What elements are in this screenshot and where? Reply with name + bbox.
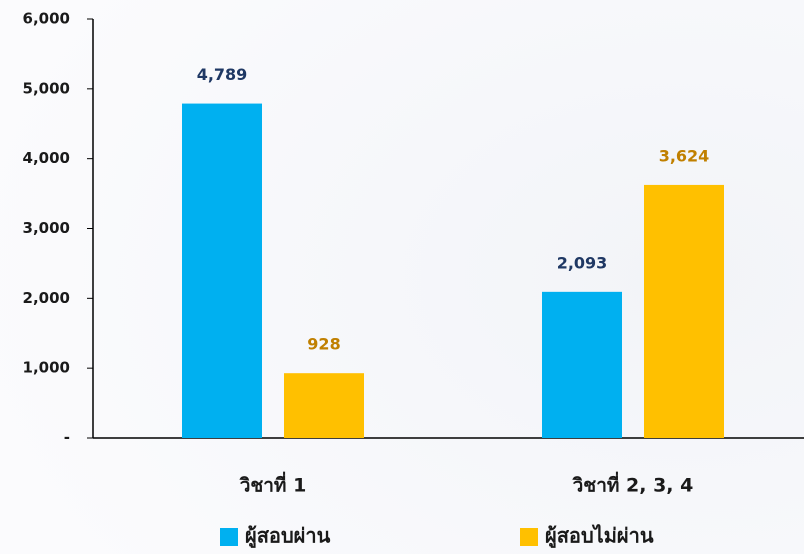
bar — [182, 103, 262, 438]
y-tick-label: 4,000 — [23, 149, 70, 167]
bar — [542, 291, 622, 438]
y-tick-label: 3,000 — [23, 219, 70, 237]
x-tick-label: วิชาที่ 1 — [239, 472, 306, 497]
value-label: 3,624 — [659, 146, 710, 165]
y-tick-label: 1,000 — [23, 359, 70, 377]
legend-swatch — [520, 528, 538, 546]
legend-swatch — [220, 528, 238, 546]
y-tick-label: 6,000 — [23, 10, 70, 28]
legend-label: ผู้สอบผ่าน — [245, 524, 331, 550]
bar — [644, 184, 724, 438]
value-label: 928 — [307, 335, 340, 354]
value-label: 2,093 — [557, 253, 608, 272]
x-tick-label: วิชาที่ 2, 3, 4 — [572, 472, 693, 497]
bar — [284, 373, 364, 438]
y-tick-label: - — [64, 429, 70, 447]
y-tick-label: 2,000 — [23, 289, 70, 307]
legend-label: ผู้สอบไม่ผ่าน — [545, 524, 654, 550]
value-label: 4,789 — [197, 65, 248, 84]
y-tick-label: 5,000 — [23, 79, 70, 97]
